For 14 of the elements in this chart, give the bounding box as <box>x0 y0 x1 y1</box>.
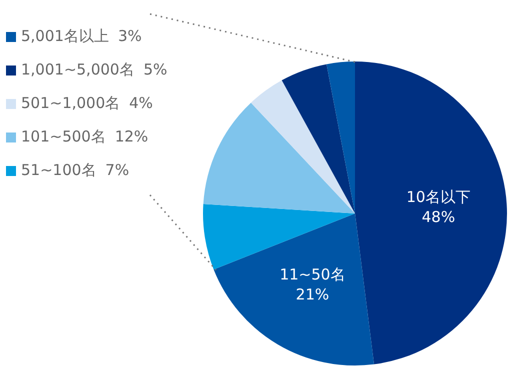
data-label: 5% <box>143 60 168 78</box>
data-label: 21% <box>296 285 330 304</box>
slice-label: 11~50名 <box>280 265 346 284</box>
slice-label: 10名以下 <box>406 188 470 206</box>
legend-label: 101~500名 <box>21 127 106 146</box>
data-label: 48% <box>422 208 456 226</box>
data-label: 12% <box>114 127 148 146</box>
legend-label: 1,001~5,000名 <box>21 60 134 78</box>
legend-label: 501~1,000名 <box>21 94 120 112</box>
data-label: 3% <box>118 26 142 45</box>
legend-label: 51~100名 <box>21 160 96 179</box>
data-label: 7% <box>105 160 130 179</box>
data-label: 4% <box>129 94 153 112</box>
legend-label: 5,001名以上 <box>21 26 109 45</box>
